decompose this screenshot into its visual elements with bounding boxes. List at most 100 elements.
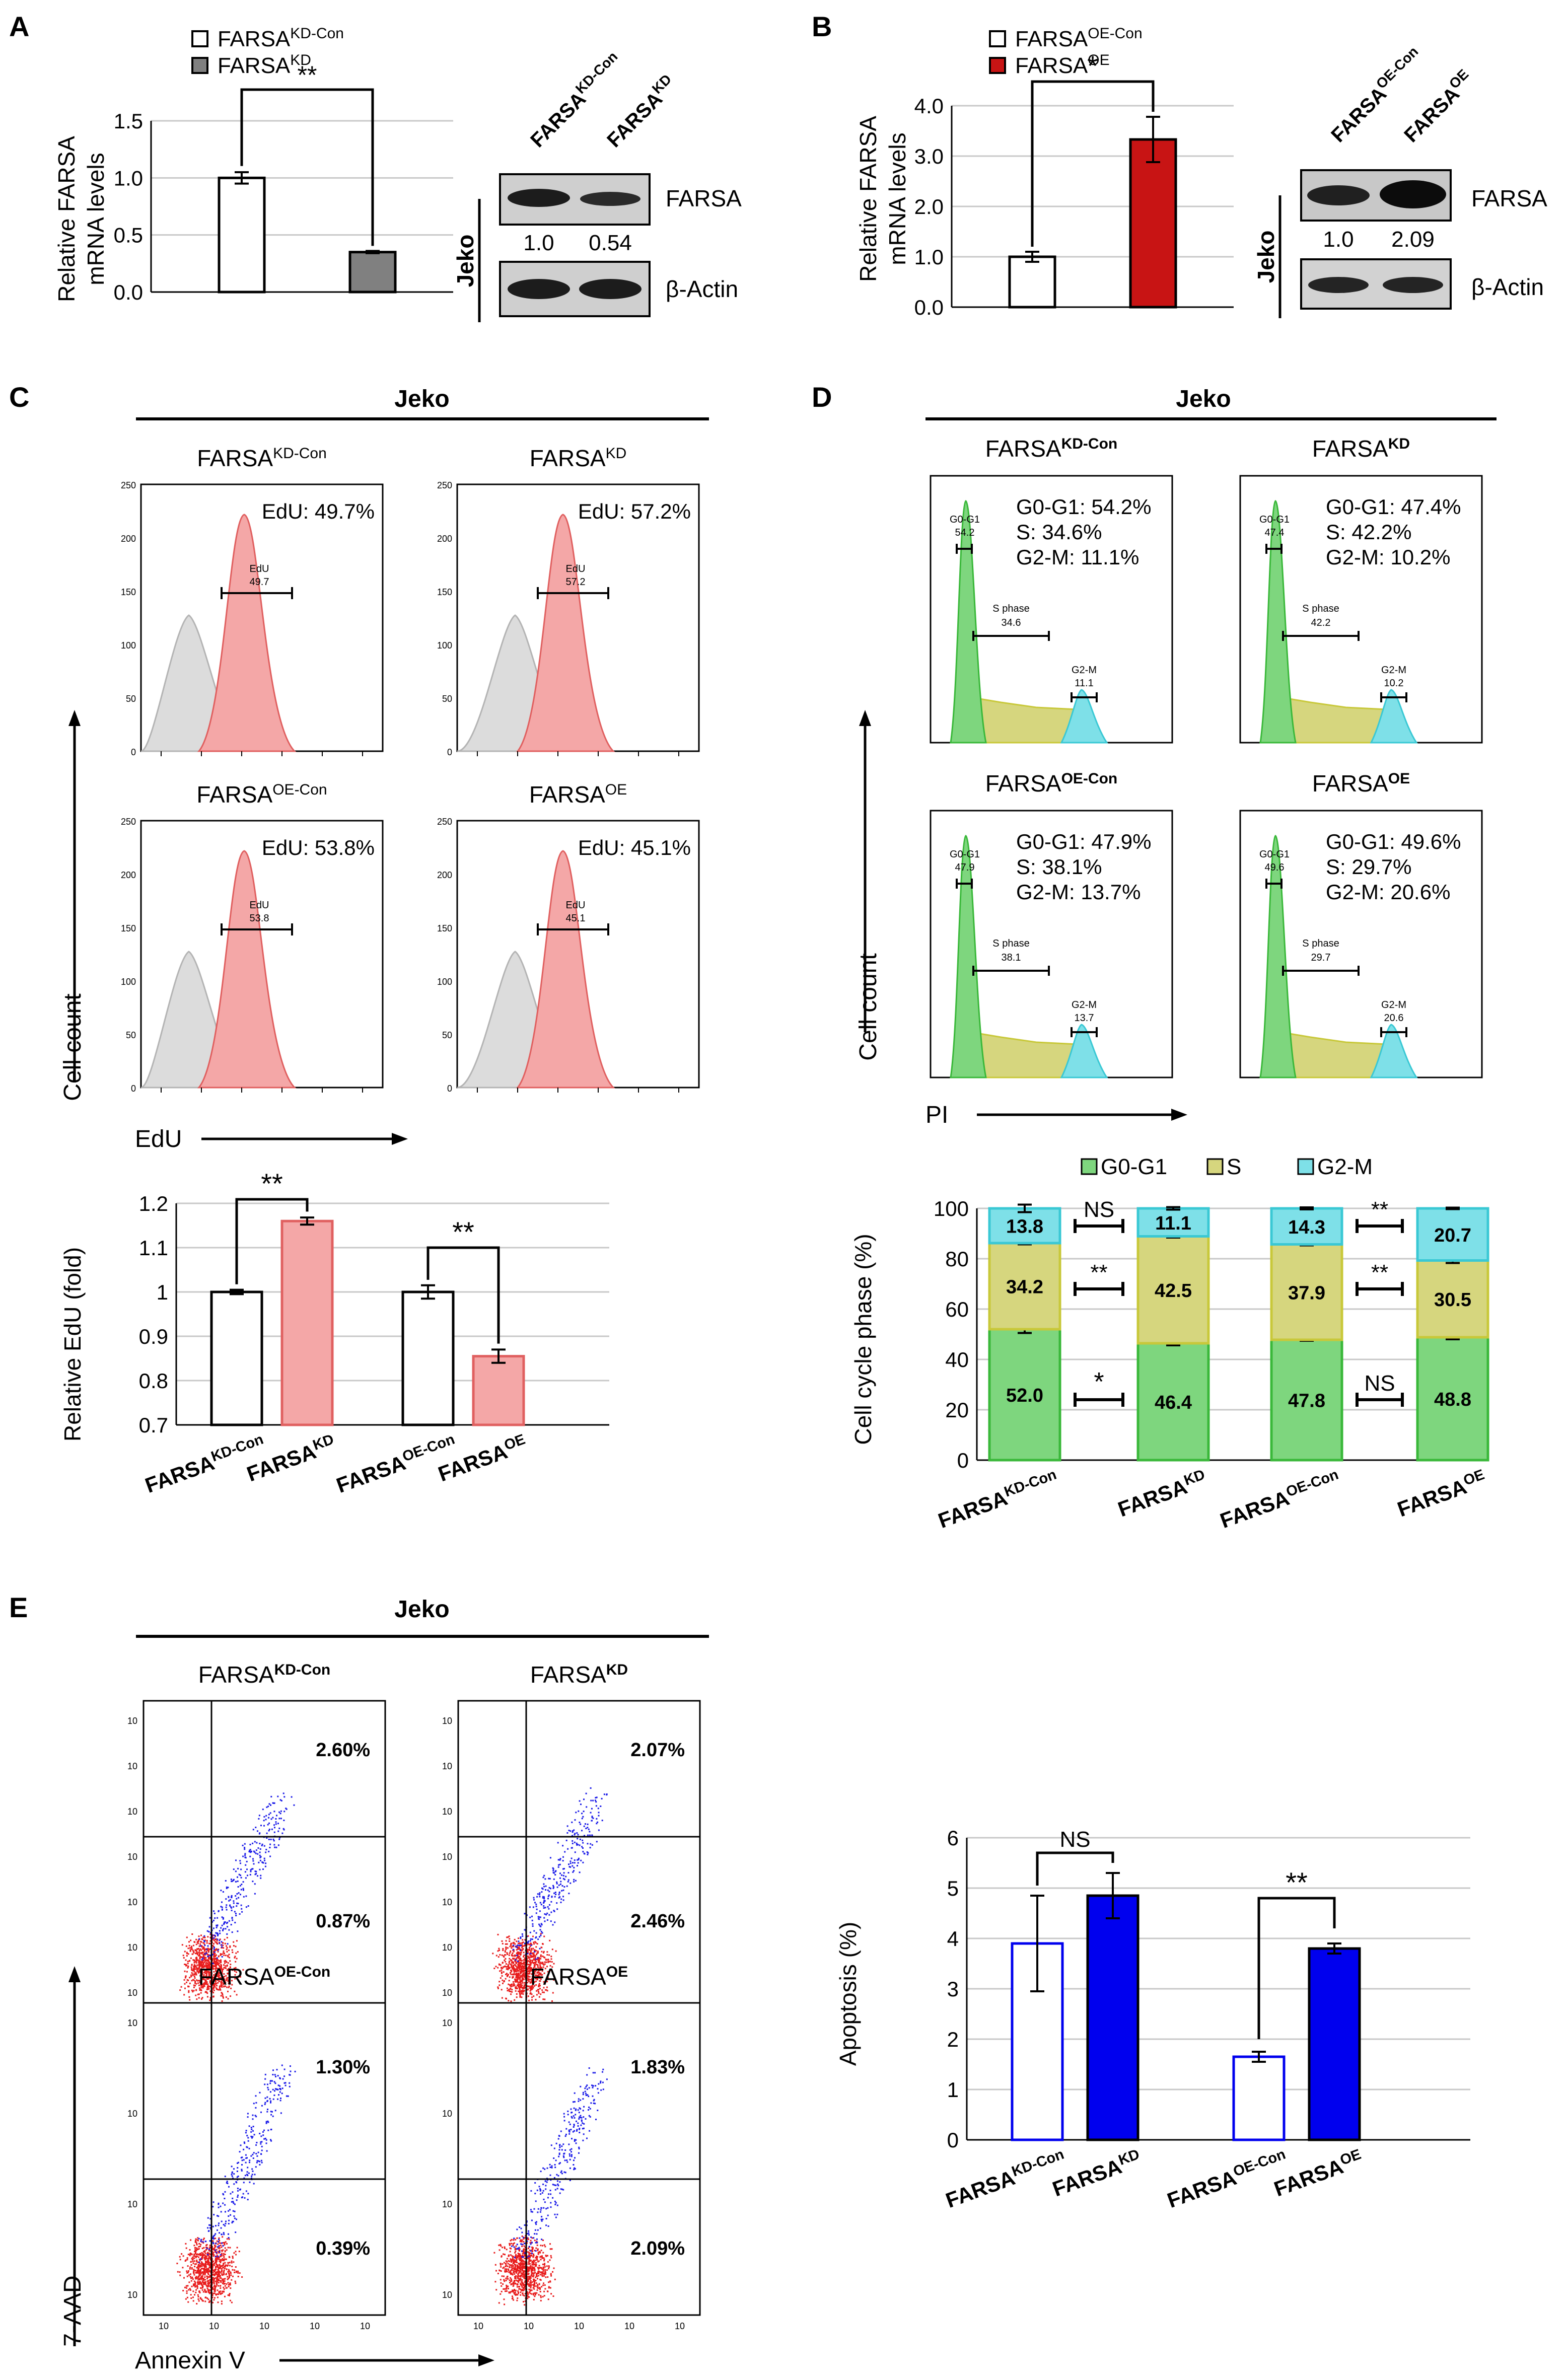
y-tick-label: 10 xyxy=(127,2109,137,2119)
g2-m-peak xyxy=(1370,1024,1418,1078)
dotplot-frame xyxy=(143,2002,386,2316)
upper-right-percent: 1.83% xyxy=(630,2057,685,2078)
gate-marker xyxy=(956,544,973,554)
y-tick-label: 100 xyxy=(437,977,452,987)
x-arrow-head xyxy=(392,1133,408,1145)
y-tick-label: 10 xyxy=(442,2199,452,2209)
bar xyxy=(280,1219,334,1426)
y-tick-label: 10 xyxy=(127,1897,137,1907)
y-tick-label: 0.7 xyxy=(139,1413,168,1437)
category-label: FARSAKD-Con xyxy=(935,1467,1061,1533)
legend-swatch xyxy=(1081,1158,1098,1175)
upper-right-percent: 2.60% xyxy=(316,1740,370,1761)
segment-label: 30.5 xyxy=(1434,1289,1471,1311)
blot-band xyxy=(580,192,640,206)
sig-label: ** xyxy=(1371,1260,1388,1285)
error-bar xyxy=(491,1348,506,1364)
segment-label: 11.1 xyxy=(1155,1213,1191,1234)
y-tick-label: 200 xyxy=(121,870,136,880)
band-label: β-Actin xyxy=(1471,274,1544,300)
gate-label: EdU xyxy=(250,563,269,574)
legend-swatch xyxy=(989,30,1006,47)
y-tick-label: 40 xyxy=(945,1348,969,1372)
blot-band xyxy=(579,279,642,299)
y-tick-label: 0 xyxy=(947,2128,959,2152)
y-axis-label: 7-AAD xyxy=(59,2275,86,2346)
segment-label: 52.0 xyxy=(1006,1385,1043,1406)
y-tick-label: 3 xyxy=(947,1977,959,2001)
comparison-marker xyxy=(1356,1219,1404,1233)
y-tick-label: 2 xyxy=(947,2028,959,2051)
sig-label: * xyxy=(1087,50,1098,82)
bar-segment xyxy=(1270,1207,1343,1246)
gate-label: G2-M xyxy=(1072,999,1097,1011)
g0-g1-peak xyxy=(1259,500,1297,744)
phase-readout: G0-G1: 47.4% xyxy=(1326,495,1461,519)
phase-readout: G0-G1: 49.6% xyxy=(1326,830,1461,853)
x-tick-label: 10 xyxy=(524,2321,534,2331)
g0-g1-peak xyxy=(950,835,987,1078)
comparison-marker xyxy=(1074,1282,1124,1296)
y-tick-label: 60 xyxy=(945,1297,969,1321)
y-axis-label: Cell count xyxy=(59,993,86,1101)
y-tick-label: 0 xyxy=(447,747,452,757)
segment-label: 34.2 xyxy=(1006,1277,1043,1298)
y-tick-label: 250 xyxy=(437,817,452,827)
y-tick-label: 100 xyxy=(121,640,136,651)
gate-label: EdU xyxy=(250,900,269,911)
dotplot-title: FARSAOE-Con xyxy=(198,1964,330,1990)
y-axis-label: Cell cycle phase (%) xyxy=(850,1234,876,1445)
y-axis-label: Relative FARSA xyxy=(53,136,80,302)
sig-bracket xyxy=(1036,1851,1114,1886)
error-bar xyxy=(235,171,249,185)
y-tick-label: 5 xyxy=(947,1877,959,1900)
y-tick-label: 0 xyxy=(131,1084,136,1094)
phase-readout: G0-G1: 54.2% xyxy=(1016,495,1151,519)
y-axis-label: mRNA levels xyxy=(83,153,109,285)
gate-marker xyxy=(537,923,609,935)
upper-right-percent: 2.07% xyxy=(630,1740,685,1761)
legend-label: S xyxy=(1227,1155,1241,1179)
panel-c: Jeko FARSAKD-Con250200150100500EdU49.7Ed… xyxy=(59,386,709,1497)
error-bar xyxy=(1025,251,1039,263)
cell-line-label: Jeko xyxy=(1253,231,1279,283)
band-quant: 0.54 xyxy=(589,231,632,255)
panel-d: Jeko FARSAKD-Con G0-G1 54.2 S phase 34.6 G2-M… xyxy=(850,386,1497,1533)
y-arrow-head xyxy=(68,1966,81,1982)
y-tick-label: 10 xyxy=(127,1761,137,1771)
bar-segment xyxy=(1416,1259,1489,1339)
histogram-title: FARSAOE xyxy=(529,781,627,808)
y-axis-label: mRNA levels xyxy=(884,132,910,265)
y-tick-label: 2.0 xyxy=(914,195,944,219)
panel-title: Jeko xyxy=(1176,386,1231,412)
edu-positive-peak xyxy=(197,850,297,1089)
phase-readout: G0-G1: 47.9% xyxy=(1016,830,1151,853)
sig-label: ** xyxy=(452,1216,474,1248)
error-bar xyxy=(421,1284,435,1300)
gate-marker xyxy=(1071,1027,1098,1037)
dot-cloud-live xyxy=(493,2235,556,2306)
sig-label: NS xyxy=(1364,1371,1395,1396)
bar-segment xyxy=(1270,1243,1343,1341)
segment-label: 46.4 xyxy=(1155,1392,1192,1413)
x-tick-label: 10 xyxy=(473,2321,483,2331)
bar xyxy=(1086,1894,1139,2141)
sig-bracket xyxy=(235,1198,309,1284)
gate-marker xyxy=(1282,966,1360,976)
sig-label: * xyxy=(1094,1367,1104,1397)
bar xyxy=(218,176,266,294)
y-tick-label: 0 xyxy=(447,1084,452,1094)
y-tick-label: 10 xyxy=(127,1988,137,1998)
y-tick-label: 100 xyxy=(934,1197,969,1220)
dotplot-frame xyxy=(143,1700,386,2014)
y-tick-label: 200 xyxy=(437,870,452,880)
gate-marker xyxy=(972,966,1050,976)
y-tick-label: 250 xyxy=(121,480,136,490)
gate-value: 10.2 xyxy=(1384,678,1404,689)
legend-label: FARSAKD-Con xyxy=(218,25,344,51)
y-tick-label: 1.2 xyxy=(139,1192,168,1215)
y-tick-label: 10 xyxy=(442,1852,452,1862)
blot-band xyxy=(1308,277,1369,293)
y-tick-label: 10 xyxy=(127,2018,137,2028)
sig-label: NS xyxy=(1059,1827,1090,1852)
